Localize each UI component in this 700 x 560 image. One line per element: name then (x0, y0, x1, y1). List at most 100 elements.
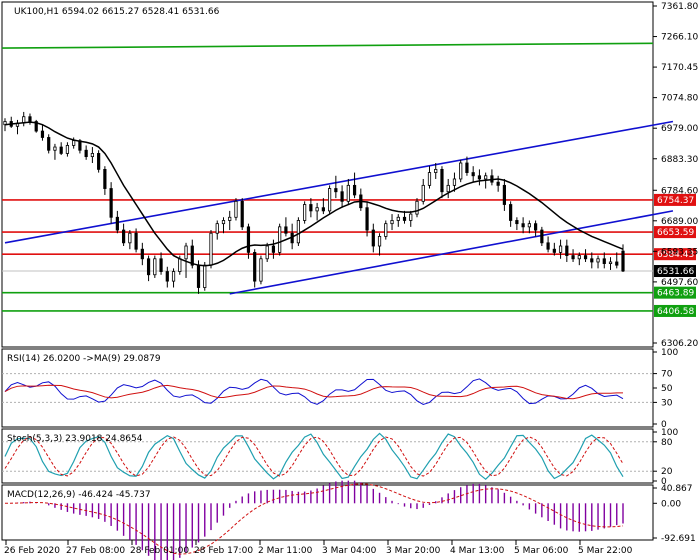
candle-body (352, 184, 357, 196)
time-tick-label: 27 Feb 08:00 (66, 546, 125, 556)
candle-body (34, 121, 38, 132)
price-tick-label: 7170.45 (661, 63, 698, 73)
candle-body (534, 223, 538, 231)
candle-body (509, 204, 513, 221)
candle-body (215, 223, 219, 234)
stoch-tick-label: 20 (661, 467, 673, 477)
candle-body (434, 168, 438, 173)
ma-line (4, 121, 624, 267)
rsi-tick-label: 100 (661, 348, 678, 358)
candle-body (471, 172, 475, 177)
price-tick-label: 6784.60 (661, 186, 698, 196)
candle-body (402, 216, 407, 221)
candle-body (365, 207, 369, 231)
level-tag (654, 226, 696, 239)
rsi-tick-label: 30 (661, 398, 673, 408)
time-tick-label: 3 Mar 20:00 (386, 546, 441, 556)
candle-body (527, 223, 531, 228)
candle-body (552, 248, 556, 253)
price-tick-label: 6306.20 (661, 339, 698, 349)
candle-body (196, 264, 201, 288)
candle-body (496, 181, 500, 186)
candle-body (615, 261, 619, 266)
stoch-label: Stoch(5,3,3) 23.9018 24.8654 (7, 434, 143, 444)
macd-tick-label: -92.691 (661, 534, 696, 544)
candle-body (115, 216, 119, 231)
current-price-tag (654, 265, 696, 278)
candle-body (40, 130, 45, 138)
candle-body (502, 184, 506, 205)
candle-body (65, 145, 70, 154)
candle-body (596, 258, 600, 263)
candle-body (440, 168, 444, 193)
price-tick-label: 6883.30 (661, 155, 698, 165)
rsi-tick-label: 50 (661, 384, 673, 394)
candle-body (303, 204, 307, 221)
candle-body (390, 220, 394, 225)
candle-body (84, 149, 88, 158)
candle-body (452, 178, 457, 186)
rsi-ma-line (4, 384, 624, 400)
symbol-header: UK100,H1 6594.02 6615.27 6528.41 6531.66 (14, 7, 220, 17)
stoch-tick-label: 80 (661, 438, 673, 448)
stoch-tick-label: 100 (661, 428, 678, 438)
candle-body (90, 153, 94, 158)
candle-body (558, 245, 563, 253)
candle-body (97, 153, 101, 170)
rsi-tick-label: 0 (661, 420, 667, 430)
time-tick-label: 28 Feb 17:00 (194, 546, 253, 556)
time-tick-label: 2 Mar 11:00 (258, 546, 313, 556)
time-tick-label: 3 Mar 04:00 (322, 546, 377, 556)
candle-body (515, 220, 519, 225)
candle-body (203, 264, 207, 288)
candle-body (583, 255, 588, 260)
candle-body (459, 162, 463, 180)
time-tick-label: 5 Mar 22:00 (578, 546, 633, 556)
candle-body (103, 168, 107, 189)
price-axis: 7361.80 7266.10 7170.45 7074.80 6979.00 6883.… (653, 2, 698, 349)
time-tick-label: 26 Feb 2020 (4, 546, 60, 556)
candle-body (590, 258, 594, 263)
rsi-line (4, 378, 624, 406)
candle-body (159, 258, 163, 272)
candle-body (421, 184, 425, 202)
candle-body (184, 245, 188, 260)
level-tag (654, 304, 696, 317)
panel-frame-3 (1, 484, 654, 541)
candle-body (565, 245, 569, 256)
candle-body (228, 216, 232, 221)
candle-body (253, 251, 257, 282)
rsi-label: RSI(14) 26.0200 ->MA(9) 29.0879 (7, 354, 161, 364)
panel-frame-0 (1, 1, 654, 348)
candle-body (234, 200, 238, 218)
candle-body (571, 255, 575, 260)
price-tick-label: 7361.80 (661, 2, 698, 12)
candle-body (171, 271, 176, 282)
level-tag-label: 6406.58 (657, 307, 694, 317)
candle-body (540, 229, 544, 244)
macd-signal-line (4, 483, 624, 555)
level-tag-label: 6584.43 (657, 250, 694, 260)
macd-label: MACD(12,26,9) -46.424 -45.737 (7, 490, 151, 500)
moving-average (4, 121, 624, 267)
candle-body (246, 226, 251, 253)
macd-tick-label: 0.00 (661, 499, 681, 509)
candle-body (384, 223, 388, 237)
macd-tick-label: 40.867 (661, 484, 693, 494)
current-price-label: 6531.66 (657, 267, 694, 277)
candle-body (309, 204, 313, 212)
candle-body (109, 188, 113, 218)
price-tick-label: 6979.00 (661, 124, 698, 134)
candle-body (477, 175, 482, 180)
candle-body (134, 232, 138, 250)
candle-body (315, 207, 319, 212)
candle-body (621, 250, 625, 272)
candle-body (72, 140, 76, 146)
candle-body (178, 258, 182, 272)
level-tag (654, 248, 696, 261)
candle-body (122, 229, 126, 244)
stoch-signal-line (4, 436, 624, 477)
candle-body (465, 162, 469, 173)
